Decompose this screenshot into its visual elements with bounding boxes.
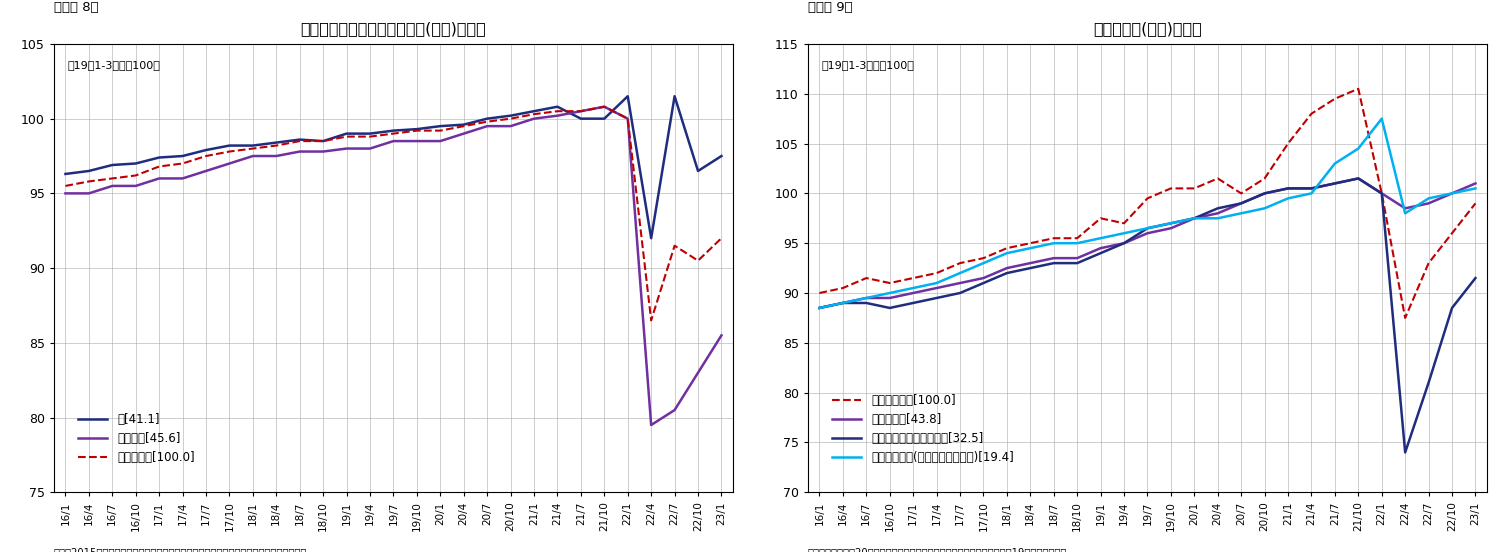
Title: 資産別投資(実質)の推移: 資産別投資(実質)の推移 xyxy=(1093,21,1202,36)
Title: 財・サービス別個人消費支出(実質)の推移: 財・サービス別個人消費支出(実質)の推移 xyxy=(300,21,486,36)
Text: （図表 9）: （図表 9） xyxy=(808,1,852,14)
Text: （19年1-3月期＝100）: （19年1-3月期＝100） xyxy=(68,60,160,70)
Legend: 財[41.1], サービス[45.6], 実質消費計[100.0]: 財[41.1], サービス[45.6], 実質消費計[100.0] xyxy=(74,408,199,469)
Text: （注）2015年基準の合計値を指数化、ユーロ圏はドイツ、フランス、イタリア、オランダ: （注）2015年基準の合計値を指数化、ユーロ圏はドイツ、フランス、イタリア、オラ… xyxy=(54,548,308,552)
Text: （注）ユーロ圏は20か国、知的財産権はアイルランドを除く、カッコ内は19年時点のシェア: （注）ユーロ圏は20か国、知的財産権はアイルランドを除く、カッコ内は19年時点の… xyxy=(808,548,1068,552)
Legend: 実質総投資計[100.0], 建築物投資[43.8], 機械・ソフトウェア投資[32.5], 知的財産投資(アイルランド除く)[19.4]: 実質総投資計[100.0], 建築物投資[43.8], 機械・ソフトウェア投資[… xyxy=(828,389,1018,469)
Text: （図表 8）: （図表 8） xyxy=(54,1,98,14)
Text: （19年1-3月期＝100）: （19年1-3月期＝100） xyxy=(822,60,914,70)
